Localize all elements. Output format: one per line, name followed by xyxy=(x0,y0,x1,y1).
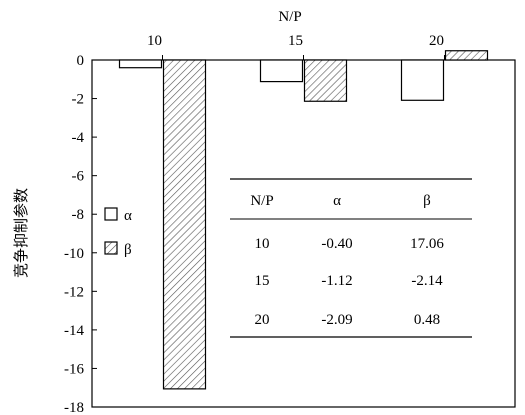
table-cell: 15 xyxy=(255,273,270,289)
y-axis-ticks: 0 -2 -4 -6 -8 -10 -12 -14 -16 -18 xyxy=(64,53,97,415)
y-tick-label: -16 xyxy=(64,361,84,377)
table-header-beta: β xyxy=(423,193,431,209)
table-cell: -0.40 xyxy=(321,236,352,252)
bar-beta-np-20 xyxy=(444,50,489,61)
x-tick-label: 15 xyxy=(288,33,303,49)
table-header-np: N/P xyxy=(250,193,273,209)
data-table: N/P α β 10 -0.40 17.06 15 -1.12 -2.14 20… xyxy=(230,178,472,338)
y-tick-label: -10 xyxy=(64,246,84,262)
y-tick-label: -12 xyxy=(64,284,84,300)
y-tick-label: 0 xyxy=(77,53,85,69)
table-cell: 0.48 xyxy=(414,312,440,328)
legend-swatch-alpha xyxy=(104,207,118,221)
y-tick-label: -2 xyxy=(72,92,85,108)
x-axis-ticks: 10 15 20 xyxy=(147,33,445,60)
y-tick-label: -8 xyxy=(72,207,85,223)
bar-beta-np-15 xyxy=(303,59,348,102)
legend-label-alpha: α xyxy=(124,208,132,224)
y-tick-label: -6 xyxy=(72,169,85,185)
table-header-alpha: α xyxy=(333,193,341,209)
legend-label-beta: β xyxy=(124,242,132,258)
table-cell: -2.09 xyxy=(321,312,352,328)
plot-frame xyxy=(91,59,516,408)
y-tick-label: -14 xyxy=(64,323,84,339)
legend: α β xyxy=(104,207,132,258)
bars xyxy=(118,50,489,390)
y-tick-label: -4 xyxy=(72,130,85,146)
table-cell: 20 xyxy=(255,312,270,328)
table-cell: -2.14 xyxy=(411,273,443,289)
table-cell: 17.06 xyxy=(410,236,444,252)
x-tick-label: 20 xyxy=(429,33,444,49)
y-tick-label: -18 xyxy=(64,400,84,415)
bar-alpha-np-10 xyxy=(118,59,163,69)
bar-alpha-np-20 xyxy=(400,59,445,101)
y-axis-label: 竞争抑制参数 xyxy=(12,188,30,278)
x-axis-label: N/P xyxy=(278,9,301,25)
bar-beta-np-10 xyxy=(162,59,207,390)
table-cell: 10 xyxy=(255,236,270,252)
table-cell: -1.12 xyxy=(321,273,352,289)
legend-swatch-beta xyxy=(104,241,118,255)
x-tick-label: 10 xyxy=(147,33,162,49)
bar-alpha-np-15 xyxy=(259,59,304,83)
